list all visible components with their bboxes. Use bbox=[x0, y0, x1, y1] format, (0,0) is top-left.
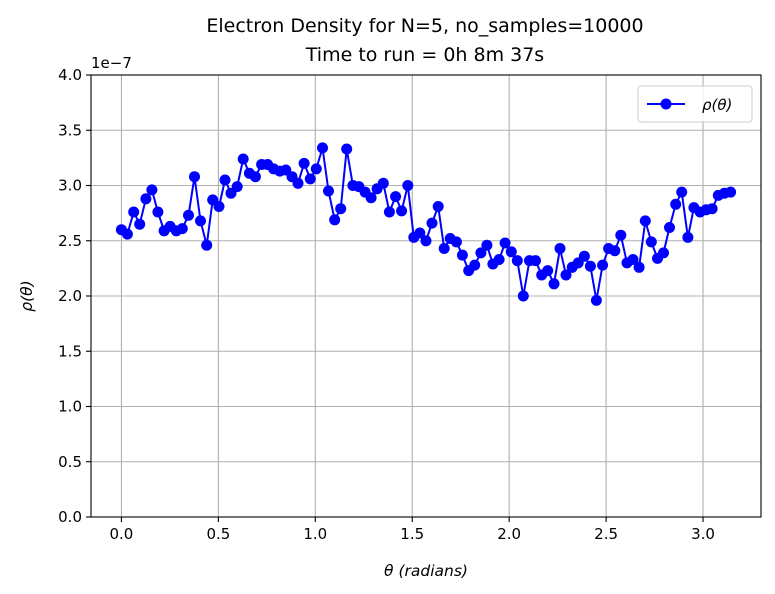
data-point bbox=[682, 231, 694, 243]
data-point bbox=[231, 181, 243, 193]
data-point bbox=[627, 254, 639, 265]
data-point bbox=[670, 198, 682, 210]
data-point bbox=[456, 249, 468, 261]
data-point bbox=[390, 191, 402, 203]
y-axis-label: ρ(θ) bbox=[18, 280, 36, 311]
chart-title-line-1: Electron Density for N=5, no_samples=100… bbox=[206, 15, 643, 37]
data-point bbox=[292, 177, 304, 189]
legend-label: ρ(θ) bbox=[702, 96, 732, 114]
data-point bbox=[517, 290, 529, 302]
data-point bbox=[469, 259, 481, 271]
axis-ticks: 0.0 0.5 1.0 1.5 2.0 2.5 3.0 0.0 0.5 1.0 1.5 2.0 2.5 3… bbox=[58, 66, 715, 543]
x-tick-label: 2.0 bbox=[497, 525, 521, 543]
data-point bbox=[121, 228, 133, 240]
data-point bbox=[219, 174, 231, 186]
data-point bbox=[414, 227, 426, 239]
data-point bbox=[365, 192, 377, 204]
data-point bbox=[195, 215, 206, 227]
data-point bbox=[450, 236, 462, 248]
data-point bbox=[511, 255, 523, 267]
y-tick-label: 0.0 bbox=[58, 508, 82, 526]
data-point bbox=[134, 218, 146, 230]
y-tick-label: 3.0 bbox=[58, 177, 82, 195]
y-offset-label: 1e−7 bbox=[91, 54, 132, 72]
y-tick-label: 2.0 bbox=[58, 287, 82, 305]
data-point bbox=[658, 247, 669, 259]
data-point bbox=[304, 173, 316, 185]
chart-title-line-2: Time to run = 0h 8m 37s bbox=[305, 44, 544, 66]
data-point bbox=[481, 239, 493, 251]
y-tick-label: 2.5 bbox=[58, 232, 82, 250]
data-point bbox=[578, 250, 590, 262]
data-point bbox=[499, 237, 511, 249]
data-point bbox=[377, 177, 389, 189]
data-point bbox=[402, 180, 414, 191]
data-point bbox=[396, 205, 408, 217]
data-point bbox=[645, 236, 657, 248]
data-point bbox=[329, 214, 341, 226]
data-point bbox=[317, 142, 328, 154]
data-point bbox=[676, 186, 688, 198]
legend: ρ(θ) bbox=[637, 85, 753, 123]
grid bbox=[91, 74, 761, 518]
data-point bbox=[609, 245, 621, 257]
data-point bbox=[237, 153, 249, 165]
data-point bbox=[298, 157, 310, 169]
data-series bbox=[115, 142, 737, 306]
x-tick-label: 2.5 bbox=[594, 525, 618, 543]
data-point bbox=[420, 235, 432, 247]
x-tick-label: 0.0 bbox=[110, 525, 134, 543]
data-point bbox=[140, 193, 152, 205]
legend-box bbox=[637, 85, 753, 123]
data-point bbox=[590, 294, 602, 306]
data-point bbox=[542, 265, 554, 277]
data-point bbox=[438, 243, 450, 254]
data-point bbox=[493, 254, 505, 265]
data-point bbox=[128, 206, 140, 218]
data-point bbox=[615, 229, 627, 241]
series-line bbox=[120, 146, 731, 302]
data-point bbox=[597, 259, 609, 271]
y-tick-label: 1.0 bbox=[58, 398, 82, 416]
data-point bbox=[475, 247, 487, 259]
data-point bbox=[505, 246, 517, 258]
data-point bbox=[323, 185, 334, 197]
data-point bbox=[639, 215, 651, 227]
data-point bbox=[341, 143, 353, 155]
y-tick-label: 4.0 bbox=[58, 66, 82, 84]
data-point bbox=[189, 171, 200, 183]
data-point bbox=[176, 223, 188, 235]
x-tick-label: 1.0 bbox=[303, 525, 327, 543]
data-point bbox=[335, 203, 347, 215]
data-point bbox=[432, 201, 444, 212]
data-point bbox=[383, 206, 395, 218]
legend-marker-swatch bbox=[660, 98, 672, 110]
data-point bbox=[554, 243, 566, 254]
data-point bbox=[249, 171, 261, 183]
data-point bbox=[725, 186, 737, 198]
y-tick-label: 3.5 bbox=[58, 121, 82, 139]
data-point bbox=[633, 261, 645, 273]
data-point bbox=[426, 217, 438, 229]
data-point bbox=[530, 255, 541, 267]
data-point bbox=[560, 269, 572, 281]
data-point bbox=[146, 184, 158, 196]
data-point bbox=[584, 260, 596, 272]
y-tick-label: 0.5 bbox=[58, 453, 82, 471]
data-point bbox=[201, 239, 213, 251]
x-axis-label: θ (radians) bbox=[384, 562, 468, 580]
data-point bbox=[213, 201, 225, 212]
data-point bbox=[310, 163, 322, 175]
data-point bbox=[183, 209, 194, 221]
data-point bbox=[548, 278, 560, 290]
x-tick-label: 3.0 bbox=[691, 525, 715, 543]
x-tick-label: 0.5 bbox=[206, 525, 230, 543]
data-point bbox=[152, 206, 164, 218]
data-point bbox=[706, 203, 718, 215]
y-tick-label: 1.5 bbox=[58, 342, 82, 360]
data-point bbox=[664, 222, 675, 233]
x-tick-label: 1.5 bbox=[400, 525, 424, 543]
